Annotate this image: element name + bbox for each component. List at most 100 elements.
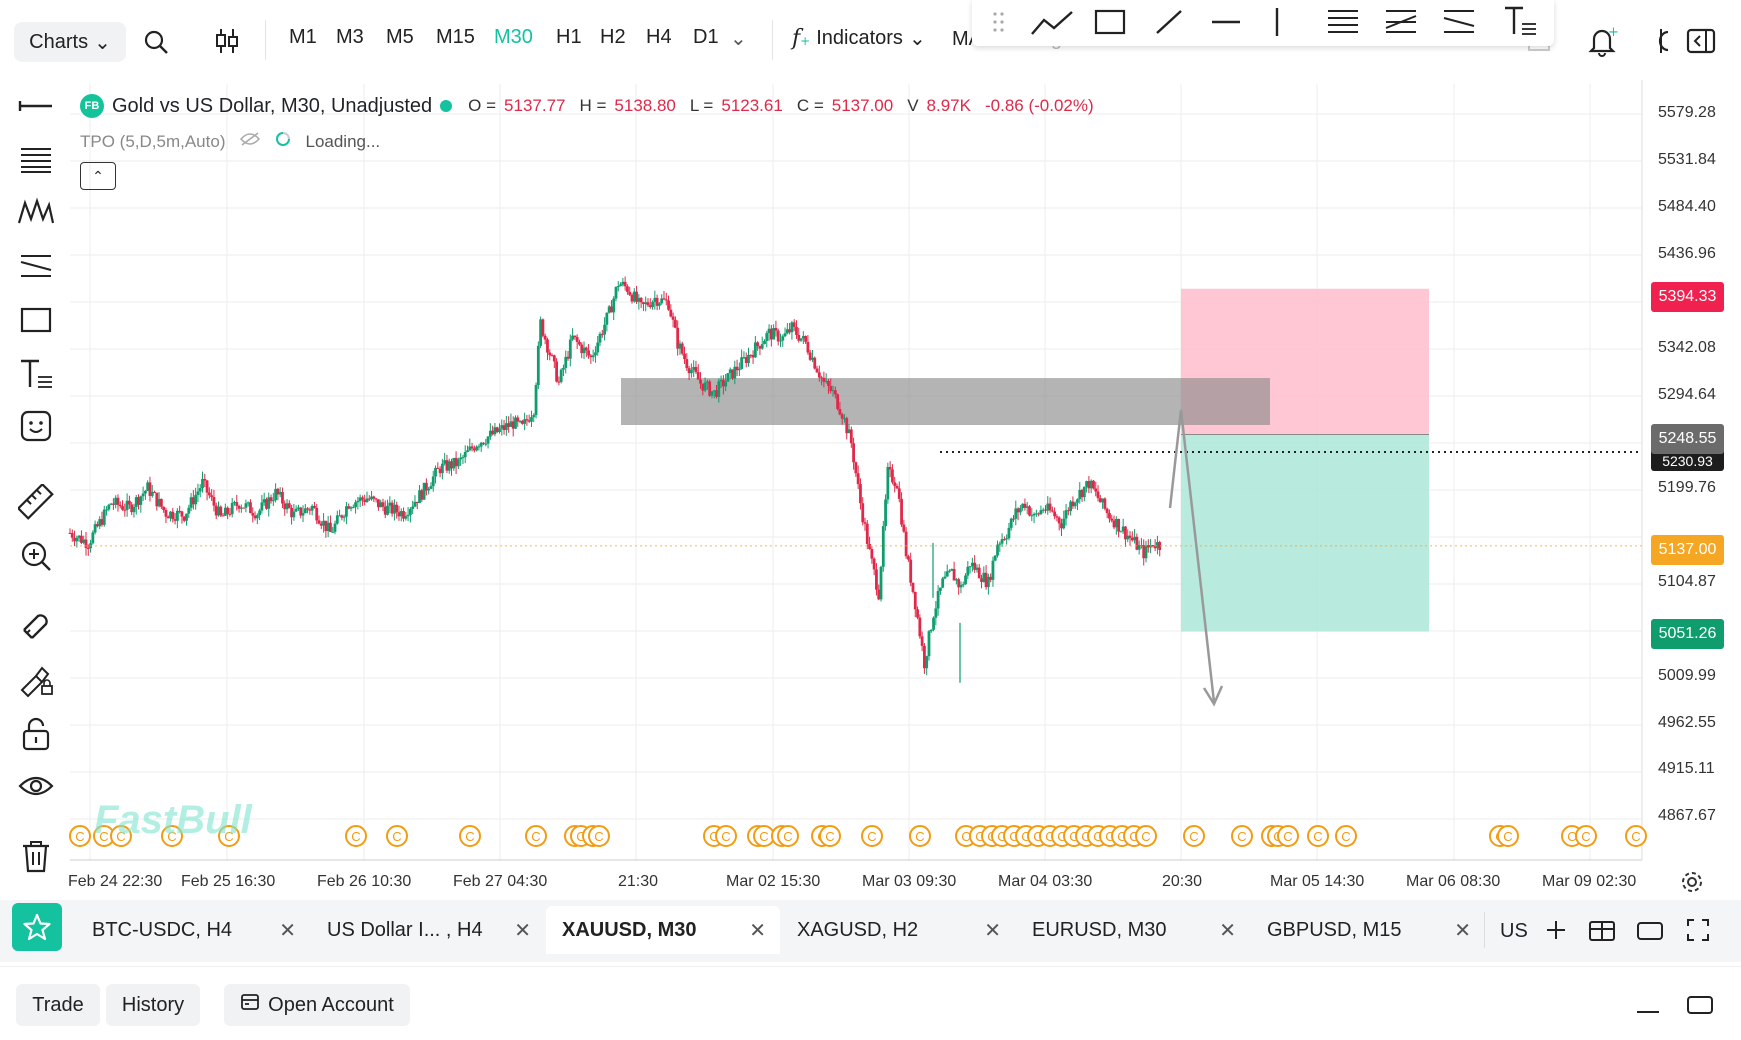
trend-path-tool-icon[interactable] — [1030, 8, 1074, 43]
tf-m3[interactable]: M3 — [336, 26, 364, 48]
minimize-panel-icon[interactable] — [1636, 1002, 1660, 1020]
candle-body — [1044, 509, 1047, 511]
candle-body — [635, 291, 638, 302]
tab-close-icon[interactable]: ✕ — [984, 919, 1001, 942]
candle-body — [795, 326, 798, 335]
candle-body — [459, 457, 463, 460]
candle-type-icon[interactable] — [212, 26, 242, 61]
candle-body — [568, 339, 572, 359]
rectangle-shape-icon[interactable] — [16, 300, 56, 340]
rectangle-tool-icon[interactable] — [1094, 8, 1126, 41]
time-tick: Mar 06 08:30 — [1406, 873, 1501, 890]
history-tab-button[interactable]: History — [106, 984, 200, 1026]
candle-body — [747, 354, 750, 364]
tf-m15[interactable]: M15 — [436, 26, 475, 48]
candle-body — [664, 299, 668, 301]
timeframe-more-chevron-icon[interactable]: ⌄ — [730, 28, 747, 50]
lock-drawing-icon[interactable] — [16, 660, 56, 700]
parallel-channel-tool-icon[interactable] — [1442, 8, 1476, 41]
tpo-indicator-label[interactable]: TPO (5,D,5m,Auto) — [80, 131, 226, 151]
text-annotation-icon[interactable] — [16, 354, 56, 394]
add-tab-plus-icon[interactable] — [1544, 918, 1568, 947]
candle-body — [578, 341, 581, 345]
candle-body — [961, 584, 965, 586]
candle-body — [116, 497, 120, 505]
event-marker-label: C — [392, 829, 401, 844]
candle-body — [1133, 536, 1136, 541]
hidden-eye-icon[interactable] — [239, 131, 261, 152]
channel-tool-icon[interactable] — [16, 246, 56, 286]
maximize-panel-icon[interactable] — [1686, 994, 1714, 1021]
candle-body — [726, 373, 730, 382]
symbol-title[interactable]: Gold vs US Dollar, M30, Unadjusted — [112, 94, 433, 117]
horizontal-line-tool-icon[interactable] — [1210, 8, 1242, 41]
resistance-zone — [621, 378, 1270, 426]
candle-body — [315, 507, 319, 521]
text-tool-icon[interactable] — [1502, 4, 1538, 43]
chart-settings-gear-icon[interactable] — [1680, 870, 1704, 899]
trade-tab-button[interactable]: Trade — [16, 984, 100, 1026]
candle-body — [1071, 501, 1075, 507]
fullscreen-icon[interactable] — [1686, 918, 1710, 947]
currency-icon[interactable] — [1652, 26, 1676, 61]
search-icon[interactable] — [142, 28, 170, 61]
tab-xauusd[interactable]: XAUUSD, M30 ✕ — [546, 906, 780, 954]
fib-levels-tool-icon[interactable] — [16, 140, 56, 180]
alert-bell-icon[interactable]: + — [1586, 24, 1619, 63]
horizontal-ray-tool-icon[interactable] — [16, 86, 56, 126]
candle-body — [1080, 489, 1084, 498]
event-marker-label: C — [915, 829, 924, 844]
event-marker-label: C — [1069, 829, 1078, 844]
tab-close-icon[interactable]: ✕ — [279, 919, 296, 942]
watchlist-star-button[interactable] — [12, 903, 62, 951]
price-tick: 5579.28 — [1658, 104, 1716, 121]
tab-close-icon[interactable]: ✕ — [1219, 919, 1236, 942]
candle-body — [319, 523, 323, 526]
trash-icon[interactable] — [16, 836, 56, 876]
candle-body — [404, 516, 408, 519]
tab-close-icon[interactable]: ✕ — [514, 919, 531, 942]
charts-menu-button[interactable]: Charts ⌄ — [14, 22, 126, 62]
candle-body — [1037, 513, 1041, 515]
drag-handle-icon[interactable] — [992, 10, 1006, 39]
tab-xagusd[interactable]: XAGUSD, H2 ✕ — [781, 906, 1015, 954]
tf-h2[interactable]: H2 — [600, 26, 626, 48]
tf-d1[interactable]: D1 — [693, 26, 719, 48]
ruler-measure-icon[interactable] — [16, 482, 56, 522]
candle-body — [287, 503, 291, 508]
trend-line-tool-icon[interactable] — [1154, 8, 1184, 41]
tab-eurusd[interactable]: EURUSD, M30 ✕ — [1016, 906, 1250, 954]
emoji-sticker-icon[interactable] — [16, 406, 56, 446]
tf-m5[interactable]: M5 — [386, 26, 414, 48]
candle-body — [468, 446, 472, 451]
single-layout-icon[interactable] — [1636, 920, 1664, 947]
vertical-line-tool-icon[interactable] — [1272, 6, 1282, 43]
tab-btc-usdc[interactable]: BTC-USDC, H4 ✕ — [76, 906, 310, 954]
tf-m1[interactable]: M1 — [289, 26, 317, 48]
tab-gbpusd[interactable]: GBPUSD, M15 ✕ — [1251, 906, 1485, 954]
fib-fan-tool-icon[interactable] — [1384, 8, 1418, 41]
zoom-in-icon[interactable] — [16, 536, 56, 576]
magnet-icon[interactable] — [16, 606, 56, 646]
split-layout-icon[interactable] — [1588, 920, 1616, 947]
fib-retracement-tool-icon[interactable] — [1326, 8, 1360, 41]
open-account-button[interactable]: Open Account — [224, 984, 410, 1026]
eye-visibility-icon[interactable] — [16, 766, 56, 806]
tab-close-icon[interactable]: ✕ — [1454, 919, 1471, 942]
unlock-icon[interactable] — [16, 714, 56, 754]
candle-body — [699, 379, 702, 384]
pattern-tool-icon[interactable] — [16, 192, 56, 232]
panel-collapse-icon[interactable] — [1686, 28, 1716, 59]
price-tick: 4867.67 — [1658, 807, 1716, 824]
candle-body — [877, 589, 881, 600]
collapse-legend-button[interactable]: ⌃ — [80, 162, 116, 190]
tf-m30[interactable]: M30 — [494, 26, 533, 48]
tab-us-dollar-index[interactable]: US Dollar I... , H4 ✕ — [311, 906, 545, 954]
tab-overflow-us[interactable]: US — [1500, 920, 1528, 942]
indicators-button[interactable]: f+ Indicators ⌄ — [792, 26, 926, 51]
tf-h4[interactable]: H4 — [646, 26, 672, 48]
tab-close-icon[interactable]: ✕ — [749, 919, 766, 942]
tf-h1[interactable]: H1 — [556, 26, 582, 48]
candle-body — [370, 496, 373, 500]
